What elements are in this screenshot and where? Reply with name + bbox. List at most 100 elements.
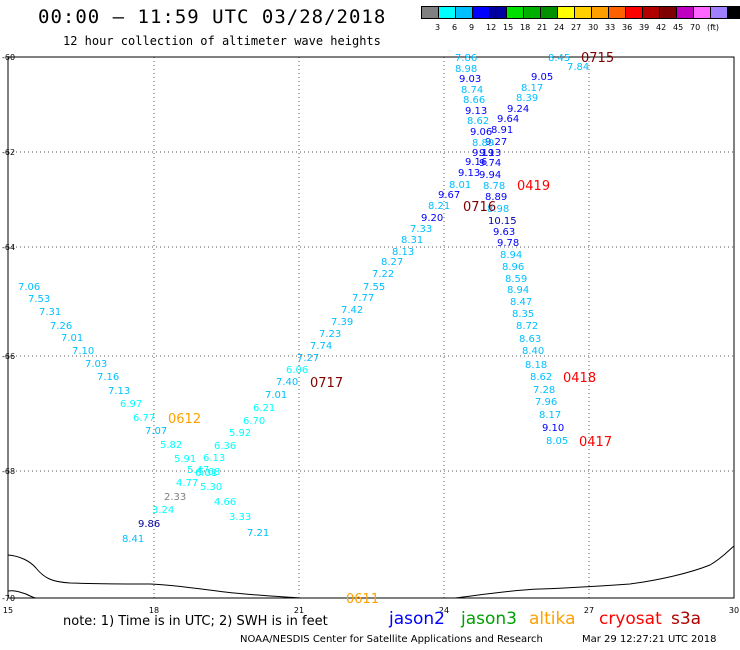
footer-timestamp: Mar 29 12:27:21 UTC 2018	[582, 634, 717, 645]
lon-tick-label: 15	[3, 606, 13, 615]
wave-height-value: 9.74	[479, 158, 501, 169]
legend-cryosat: cryosat	[599, 609, 662, 629]
wave-height-value: 8.17	[539, 410, 561, 421]
wave-height-value: 10.15	[488, 216, 517, 227]
color-swatch	[455, 6, 472, 19]
wave-height-value: 7.86	[455, 53, 477, 64]
wave-height-value: 8.27	[381, 257, 403, 268]
wave-height-value: 7.21	[247, 528, 269, 539]
lat-tick-label: -70	[2, 594, 15, 603]
wave-height-value: 6.97	[120, 399, 142, 410]
wave-height-value: 6.13	[203, 453, 225, 464]
wave-height-value: 3.33	[229, 512, 251, 523]
wave-height-value: 8.21	[428, 201, 450, 212]
color-scale-label: 3	[435, 23, 441, 32]
color-swatch	[608, 6, 625, 19]
wave-height-value: 8.94	[507, 285, 529, 296]
wave-height-value: 8.47	[510, 297, 532, 308]
wave-height-value: 8.35	[512, 309, 534, 320]
wave-height-value: 5.30	[200, 482, 222, 493]
color-swatch	[710, 6, 727, 19]
color-swatch	[438, 6, 455, 19]
wave-height-value: 5.91	[174, 454, 196, 465]
map-frame	[7, 56, 735, 599]
wave-height-value: 8.17	[521, 83, 543, 94]
wave-height-value: 7.22	[372, 269, 394, 280]
wave-height-value: 7.84	[567, 62, 589, 73]
legend-s3a: s3a	[671, 609, 702, 629]
color-swatch	[489, 6, 506, 19]
wave-height-value: 8.98	[455, 64, 477, 75]
wave-height-value: 7.23	[319, 329, 341, 340]
wave-height-value: 8.74	[461, 85, 483, 96]
wave-height-value: 8.78	[483, 181, 505, 192]
wave-height-value: 8.62	[530, 372, 552, 383]
wave-height-value: 7.01	[265, 390, 287, 401]
wave-height-value: 7.26	[50, 321, 72, 332]
pass-time-label: 0418	[563, 371, 596, 386]
wave-height-value: 9.64	[497, 114, 519, 125]
color-scale-label: 6	[452, 23, 458, 32]
wave-height-value: 5.68	[198, 467, 220, 478]
pass-time-label: 0611	[346, 592, 379, 607]
pass-time-label: 0717	[310, 376, 343, 391]
wave-height-value: 8.39	[516, 93, 538, 104]
wave-height-value: 7.16	[97, 372, 119, 383]
wave-height-value: 8.91	[491, 125, 513, 136]
wave-height-value: 8.01	[449, 180, 471, 191]
wave-height-value: 9.05	[531, 72, 553, 83]
lon-tick-label: 18	[149, 606, 159, 615]
coastline	[454, 545, 735, 599]
lat-tick-label: -64	[2, 243, 15, 252]
color-swatch	[506, 6, 523, 19]
legend-altika: altika	[529, 609, 576, 629]
wave-height-value: 9.03	[459, 74, 481, 85]
wave-height-value: 6.01	[195, 468, 217, 479]
color-swatch	[625, 6, 642, 19]
pass-time-label: 0419	[517, 179, 550, 194]
wave-height-value: 7.53	[28, 294, 50, 305]
footnote: note: 1) Time is in UTC; 2) SWH is in fe…	[63, 614, 328, 629]
color-scale-label: 12	[486, 23, 497, 32]
lon-tick-label: 30	[729, 606, 739, 615]
wave-height-value: 8.40	[522, 346, 544, 357]
wave-height-value: 7.27	[297, 353, 319, 364]
wave-height-value: 8.05	[546, 436, 568, 447]
wave-height-value: 7.01	[61, 333, 83, 344]
pass-time-label: 0715	[581, 51, 614, 66]
wave-height-value: 9.86	[138, 519, 160, 530]
wave-height-value: 9.78	[497, 238, 519, 249]
pass-time-label: 0612	[168, 412, 201, 427]
wave-height-value: 7.28	[533, 385, 555, 396]
color-swatch	[523, 6, 540, 19]
color-scale-label: 39	[639, 23, 650, 32]
wave-height-value: 6.77	[133, 413, 155, 424]
lon-tick-label: 21	[294, 606, 304, 615]
wave-height-value: 7.77	[352, 293, 374, 304]
color-scale-label: 21	[537, 23, 548, 32]
wave-height-value: 7.96	[535, 397, 557, 408]
wave-height-value: 2.33	[164, 492, 186, 503]
color-scale-label: 36	[622, 23, 633, 32]
color-swatch	[574, 6, 591, 19]
wave-height-value: 8.18	[525, 360, 547, 371]
color-swatch	[642, 6, 659, 19]
wave-height-value: 7.03	[85, 359, 107, 370]
wave-height-value: 6.36	[214, 441, 236, 452]
color-scale-label: 9	[469, 23, 475, 32]
wave-height-value: 8.63	[519, 334, 541, 345]
lat-tick-label: -62	[2, 148, 15, 157]
wave-height-value: 9.20	[421, 213, 443, 224]
wave-height-value: 8.96	[502, 262, 524, 273]
wave-height-value: 9.24	[507, 104, 529, 115]
wave-height-value: 6.21	[253, 403, 275, 414]
wave-height-value: 8.62	[467, 116, 489, 127]
wave-height-value: 7.07	[145, 426, 167, 437]
wave-height-value: 6.70	[243, 416, 265, 427]
wave-height-value: 8.45	[548, 53, 570, 64]
color-scale-label: (ft)	[707, 23, 720, 32]
wave-height-value: 9.19	[472, 148, 494, 159]
chart-subtitle: 12 hour collection of altimeter wave hei…	[63, 34, 381, 48]
wave-height-value: 9.10	[542, 423, 564, 434]
